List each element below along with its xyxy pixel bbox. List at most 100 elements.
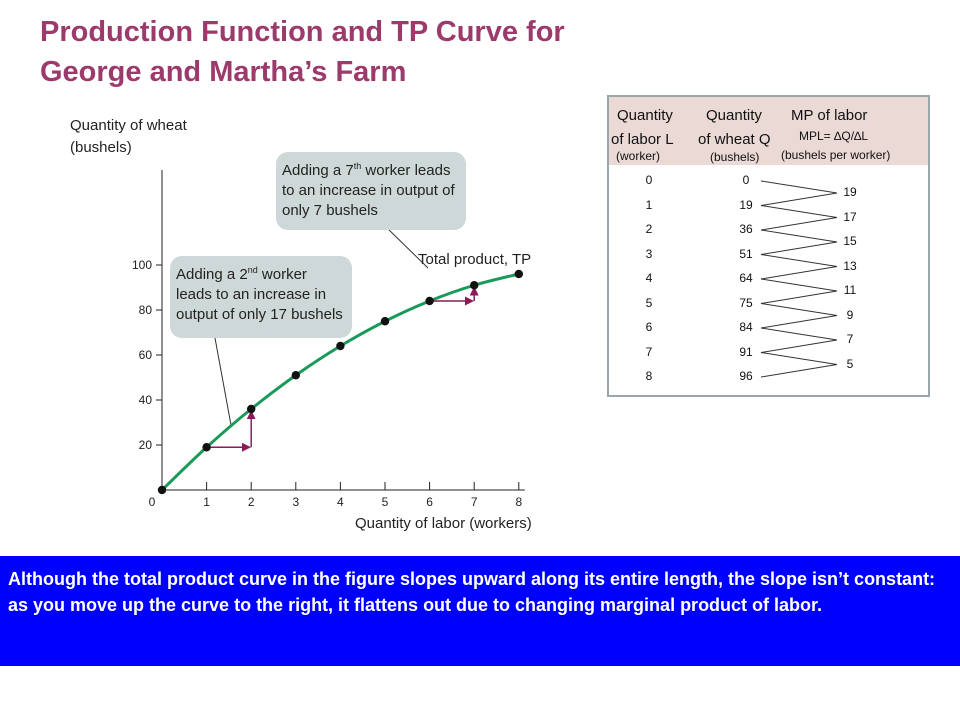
- mpl-cell: 7: [846, 332, 854, 346]
- y-tick-label: 40: [139, 393, 153, 407]
- mpl-cell: 17: [843, 209, 857, 224]
- x-tick-label: 0: [149, 495, 156, 509]
- x-tick-label: 8: [515, 495, 522, 509]
- col2-header-line2: of wheat Q: [698, 131, 771, 148]
- title-line-1: Production Function and TP Curve for: [40, 16, 565, 48]
- mpl-cell: 19: [843, 185, 857, 199]
- zigzag-line-up: [760, 364, 838, 378]
- table-header: Quantity of labor L (worker) Quantity of…: [609, 97, 928, 165]
- title-line-2: George and Martha’s Farm: [40, 56, 407, 88]
- zigzag-line-down: [760, 254, 838, 267]
- tp-point: [425, 296, 434, 306]
- x-tick-label: 6: [426, 495, 433, 509]
- mpl-cell: 11: [843, 283, 857, 297]
- mpl-cell: 13: [843, 258, 857, 273]
- tp-points: [157, 269, 523, 495]
- tp-point: [291, 371, 300, 380]
- tp-point: [470, 281, 479, 290]
- zigzag-line-up: [760, 290, 838, 304]
- y-axis-label-line-1: Quantity of wheat: [70, 117, 188, 134]
- y-tick-label: 100: [132, 258, 152, 272]
- col2-header-line1: Quantity: [706, 107, 762, 124]
- labor-cell: 7: [645, 344, 653, 359]
- callout-7th-sup: th: [353, 161, 362, 171]
- tp-point: [336, 341, 345, 351]
- zigzag-line-down: [760, 303, 838, 316]
- labor-cell: 5: [645, 295, 653, 310]
- tp-chart: Quantity of wheat (bushels) Quantity of …: [70, 117, 532, 532]
- wheat-cell: 84: [739, 320, 753, 334]
- col1-unit: (worker): [616, 149, 660, 163]
- labor-cell: 4: [645, 271, 653, 285]
- callout-2nd-post: worker leads to an increase in output of…: [176, 266, 343, 323]
- zigzag-line-down: [760, 205, 838, 218]
- x-tick-label: 5: [382, 495, 389, 509]
- wheat-cell: 91: [739, 344, 753, 359]
- wheat-cell: 51: [739, 246, 753, 261]
- zigzag-line-up: [760, 315, 838, 329]
- y-tick-label: 60: [139, 348, 153, 362]
- callout-2nd-pre: Adding a 2: [176, 266, 248, 283]
- zigzag-line-up: [760, 241, 838, 255]
- wheat-cell: 36: [739, 222, 753, 236]
- x-tick-label: 3: [292, 495, 299, 509]
- callout-2nd-pointer: [214, 337, 232, 426]
- x-tick-label: 1: [203, 495, 210, 509]
- mpl-cell: 5: [846, 356, 854, 371]
- labor-cell: 3: [645, 246, 653, 261]
- zigzag-line-up: [760, 192, 838, 206]
- callout-7th-pointer: [384, 225, 429, 269]
- tp-point: [202, 443, 211, 452]
- zigzag-line-up: [760, 339, 838, 353]
- col1-header-line1: Quantity: [617, 107, 673, 124]
- callout-2nd-sup: nd: [247, 265, 258, 275]
- zigzag-line-up: [760, 217, 838, 231]
- labor-cell: 0: [645, 173, 653, 187]
- callout-7th-pre: Adding a 7: [282, 162, 354, 179]
- zigzag-line-down: [760, 229, 838, 243]
- tp-point: [157, 485, 167, 495]
- callout-second-worker: Adding a 2nd worker leads to an increase…: [170, 256, 352, 338]
- production-table: Quantity of labor L (worker) Quantity of…: [607, 95, 930, 397]
- mpl-zigzag: [760, 180, 838, 378]
- wheat-cell: 75: [739, 295, 753, 310]
- labor-cell: 8: [645, 369, 653, 383]
- x-tick-label: 7: [471, 495, 478, 509]
- caption-text: Although the total product curve in the …: [8, 569, 936, 615]
- mpl-cell: 9: [846, 307, 854, 322]
- mpl-cell: 15: [843, 234, 857, 248]
- callout-pointers: [214, 225, 429, 426]
- tp-point: [514, 269, 523, 279]
- wheat-cell: 0: [742, 173, 750, 187]
- x-tick-label: 4: [337, 495, 344, 509]
- tp-point: [247, 404, 256, 414]
- col3-formula: MPL= ∆Q/∆L: [799, 129, 869, 143]
- callout-seventh-worker: Adding a 7th worker leads to an increase…: [276, 152, 466, 230]
- tp-point: [380, 317, 390, 326]
- zigzag-line-down: [760, 327, 838, 341]
- zigzag-line-up: [760, 266, 838, 280]
- labor-cell: 6: [645, 320, 653, 334]
- caption-box: Although the total product curve in the …: [0, 556, 960, 666]
- col3-header-line1: MP of labor: [791, 107, 868, 124]
- zigzag-line-down: [760, 352, 838, 365]
- y-tick-label: 80: [139, 303, 153, 317]
- x-tick-label: 2: [248, 495, 255, 509]
- wheat-cell: 64: [739, 271, 753, 285]
- zigzag-line-down: [760, 278, 838, 292]
- x-axis-label: Quantity of labor (workers): [355, 515, 532, 532]
- slide-title: Production Function and TP Curve for Geo…: [40, 12, 920, 92]
- col3-unit: (bushels per worker): [781, 148, 891, 162]
- mp-arrows: [206, 286, 479, 452]
- axes: 20 40 60 80 100 0 1 2 3 4 5 6 7 8: [132, 170, 525, 509]
- col2-unit: (bushels): [710, 150, 760, 164]
- y-axis-label-line-2: (bushels): [70, 139, 132, 156]
- wheat-cell: 96: [739, 369, 753, 383]
- callout-7th-post: worker leads to an increase in output of…: [282, 162, 455, 219]
- zigzag-line-down: [760, 180, 838, 194]
- col1-header-line2: of labor L: [611, 131, 674, 148]
- y-tick-label: 20: [139, 438, 153, 452]
- series-label-tp: Total product, TP: [418, 251, 531, 268]
- wheat-cell: 19: [739, 197, 753, 212]
- labor-cell: 1: [645, 197, 653, 212]
